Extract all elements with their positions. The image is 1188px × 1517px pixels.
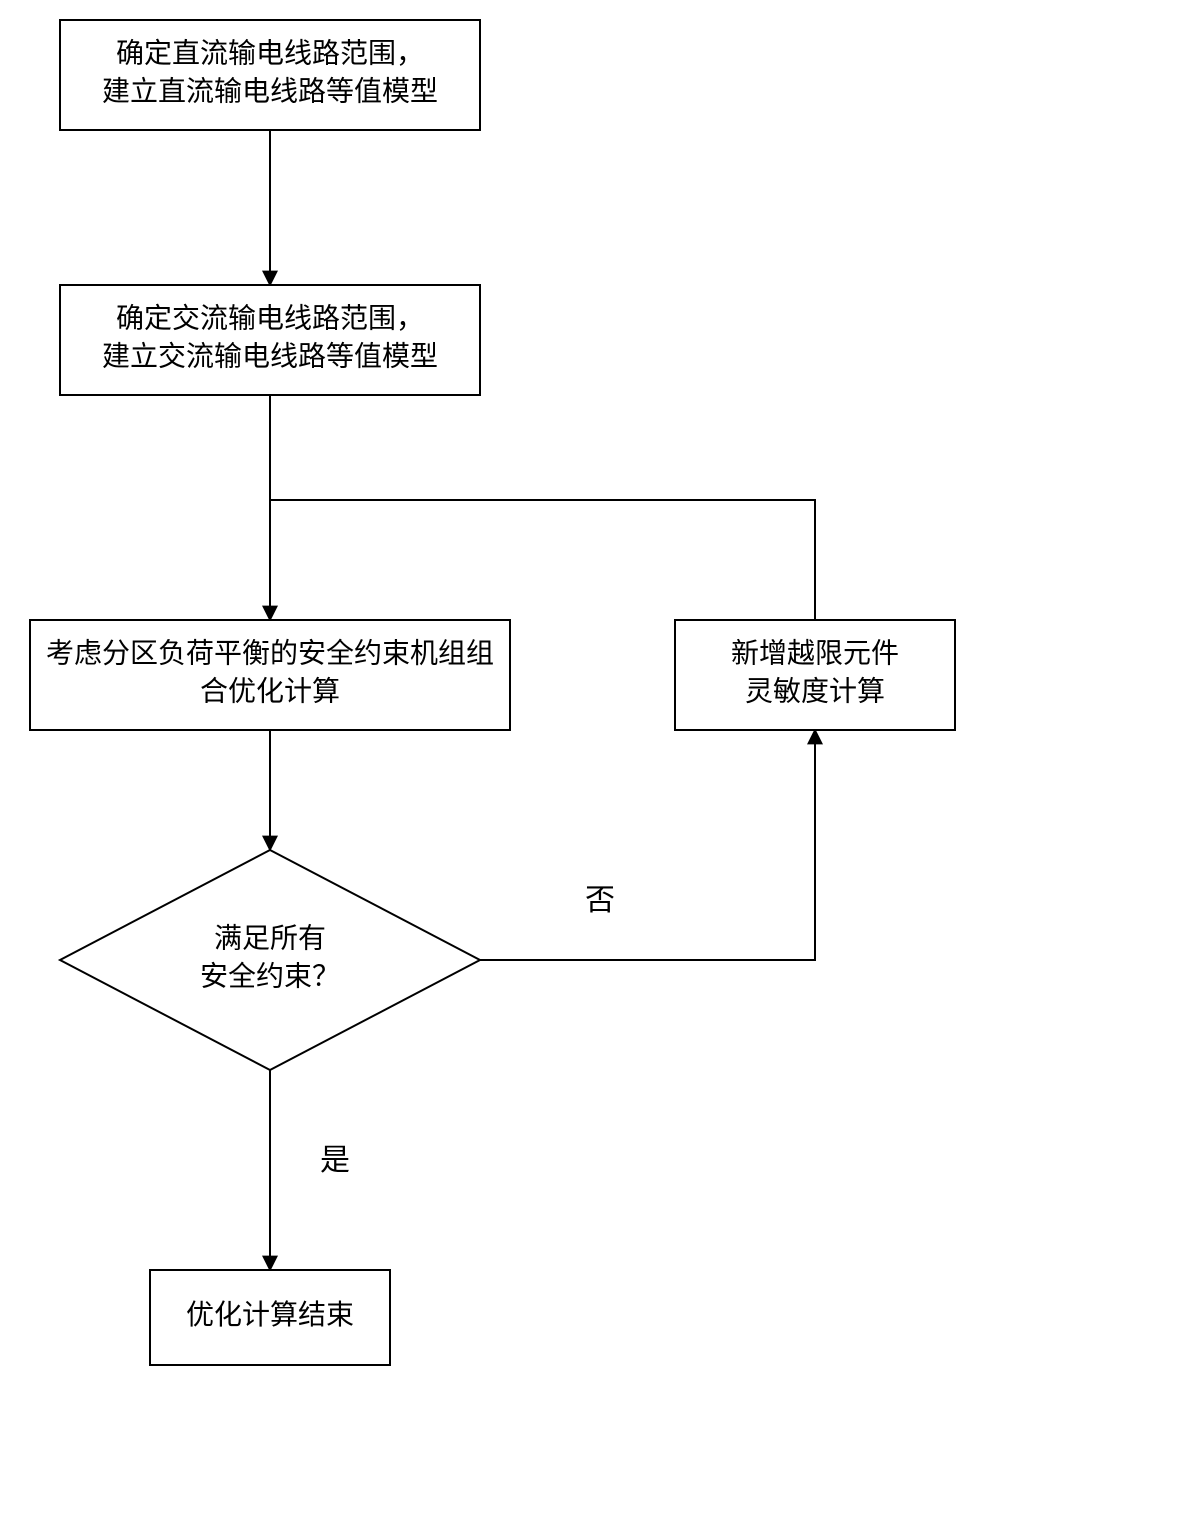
node-text-n1-l0: 确定直流输电线路范围，: [116, 38, 424, 70]
flowchart-canvas: 是 否 确定直流输电线路范围， 建立直流输电线路等值模型确定交流输电线路范围， 建立交流…: [0, 0, 1188, 1517]
node-text-n4-l1: 安全约束？: [200, 960, 340, 992]
node-n3: [30, 620, 510, 730]
node-text-n5-l1: 灵敏度计算: [745, 675, 885, 707]
edge-label-e5: 否: [585, 884, 615, 917]
node-n1: [60, 20, 480, 130]
node-text-n3-l1: 合优化计算: [200, 675, 340, 707]
node-text-n2-l0: 确定交流输电线路范围，: [116, 303, 424, 335]
node-text-n6-l0: 优化计算结束: [186, 1299, 354, 1331]
node-text-n3-l0: 考虑分区负荷平衡的安全约束机组组: [46, 638, 494, 670]
edge-e6: [270, 500, 815, 620]
edge-label-e4: 是: [320, 1144, 350, 1177]
node-text-n1-l1: 建立直流输电线路等值模型: [102, 75, 438, 107]
node-text-n4-l0: 满足所有: [214, 923, 326, 955]
node-n2: [60, 285, 480, 395]
node-text-n5-l0: 新增越限元件: [731, 638, 899, 670]
node-text-n2-l1: 建立交流输电线路等值模型: [102, 340, 438, 372]
node-n4: [60, 850, 480, 1070]
node-n5: [675, 620, 955, 730]
edge-e5: [480, 730, 815, 960]
